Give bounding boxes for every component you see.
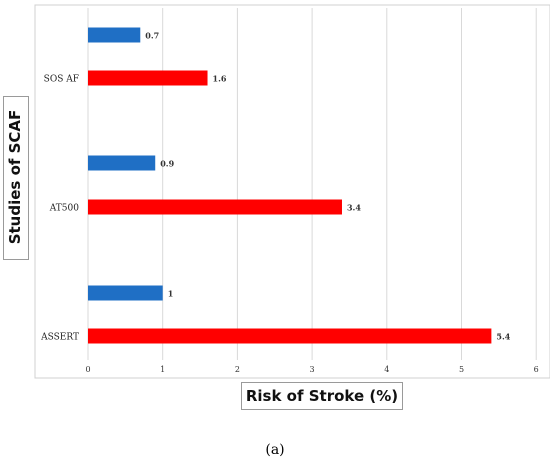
x-tick-label: 2 [235,365,240,374]
bar [88,27,141,43]
bar [88,328,492,344]
bar-value-label: 0.7 [145,31,159,41]
x-tick-labels: 0 1 2 3 4 5 6 [85,365,538,374]
bar [88,70,208,86]
category-label: AT500 [49,204,79,214]
bar-labels: 0.7 1.6 0.9 3.4 1 5.4 [145,31,510,342]
figure-caption: (a) [265,442,285,458]
chart: 0.7 1.6 0.9 3.4 1 5.4 SOS AF AT500 ASSERT 0 1 2 3 4… [34,4,550,379]
y-axis-title-box [3,96,29,260]
chart-frame [34,4,550,379]
category-label: SOS AF [44,75,79,85]
category-label: ASSERT [40,333,79,343]
bar-value-label: 3.4 [347,203,361,213]
x-axis-title: Risk of Stroke (%) [241,382,403,410]
x-tick-label: 1 [160,365,165,374]
bar-value-label: 5.4 [496,332,510,342]
x-tick-label: 0 [85,365,90,374]
bar [88,285,163,301]
x-tick-label: 5 [459,365,464,374]
x-tick-label: 4 [384,365,389,374]
bar [88,155,156,171]
grid [87,8,537,360]
bar-value-label: 0.9 [160,159,174,169]
x-tick-label: 3 [310,365,315,374]
x-tick-label: 6 [534,365,539,374]
bar-value-label: 1 [168,289,174,299]
category-labels: SOS AF AT500 ASSERT [40,75,79,343]
bar [88,199,342,215]
bar-value-label: 1.6 [213,74,227,84]
bars [88,27,492,344]
